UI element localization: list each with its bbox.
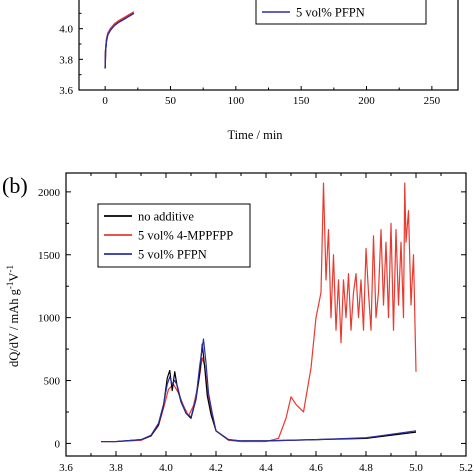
panel-b-xtick-label: 4.6 xyxy=(309,462,323,474)
panel-a-legend: 5 vol% PFPN xyxy=(255,0,427,25)
panel-a-series-2 xyxy=(104,12,135,69)
panel-b-legend-label-0: no additive xyxy=(138,210,194,224)
panel-b-ytick-label: 2000 xyxy=(38,187,61,199)
panel-b-series-0 xyxy=(101,343,417,443)
panel-b-ytick-label: 1500 xyxy=(38,250,61,262)
panel-a-ytick-label: 3.6 xyxy=(59,85,73,97)
panel-a-xtick-label: 200 xyxy=(358,95,375,107)
panel-b-xtick-label: 4.2 xyxy=(209,462,223,474)
panel-b-legend-label-2: 5 vol% PFPN xyxy=(138,248,207,262)
panel-b-ytick-label: 0 xyxy=(55,438,61,450)
panel-b-ylabel: dQ/dV / mAh g-1V-1 xyxy=(5,265,21,367)
panel-b-xtick-label: 4.0 xyxy=(159,462,173,474)
panel-b-xtick-label: 5.0 xyxy=(409,462,423,474)
panel-a-xtick-label: 50 xyxy=(165,95,177,107)
panel-a-legend-label: 5 vol% PFPN xyxy=(296,6,365,20)
panel-b-ytick-label: 500 xyxy=(44,376,61,388)
panel-b-series-1 xyxy=(101,182,417,443)
panel-a-xtick-label: 150 xyxy=(293,95,310,107)
panel-b-ylabel-sup1: -1 xyxy=(5,282,15,290)
panel-b-legend: no additive 5 vol% 4-MPPFPP 5 vol% PFPN xyxy=(97,203,251,268)
panel-a-xtick-label: 0 xyxy=(102,95,108,107)
panel-a: 0 50 100 150 200 250 3.6 3.8 4.0 5 vol% PFPN Tim… xyxy=(59,0,459,142)
panel-a-series-1 xyxy=(104,11,135,69)
panel-b: 3.6 3.8 4.0 4.2 4.4 4.6 4.8 5.0 5.2 0 500 1000 1500 2… xyxy=(2,172,473,474)
panel-b-label: (b) xyxy=(2,173,28,198)
panel-a-xlabel: Time / min xyxy=(227,128,283,142)
panel-a-xtick-label: 250 xyxy=(424,95,441,107)
panel-b-series-2 xyxy=(101,338,417,443)
panel-b-ticks: 3.6 3.8 4.0 4.2 4.4 4.6 4.8 5.0 5.2 0 500 1000 1500 2… xyxy=(38,173,473,474)
panel-b-ylabel-main: dQ/dV / mAh g xyxy=(7,288,21,367)
panel-a-ytick-label: 4.0 xyxy=(59,24,73,36)
panel-b-legend-label-1: 5 vol% 4-MPPFPP xyxy=(138,229,233,243)
panel-b-xtick-label: 4.8 xyxy=(359,462,373,474)
panel-b-ytick-label: 1000 xyxy=(38,313,61,325)
panel-b-lines xyxy=(101,182,417,443)
panel-b-xtick-label: 3.6 xyxy=(59,462,73,474)
panel-b-xtick-label: 5.2 xyxy=(459,462,473,474)
panel-a-xtick-label: 100 xyxy=(228,95,245,107)
panel-a-ytick-label: 3.8 xyxy=(59,54,73,66)
panel-a-lines xyxy=(104,11,135,69)
panel-b-xtick-label: 3.8 xyxy=(109,462,123,474)
panel-b-ylabel-mid: V xyxy=(7,273,21,282)
panel-b-ylabel-sup2: -1 xyxy=(5,265,15,273)
panel-a-ticks: 0 50 100 150 200 250 3.6 3.8 4.0 xyxy=(59,12,441,107)
panel-b-xtick-label: 4.4 xyxy=(259,462,273,474)
